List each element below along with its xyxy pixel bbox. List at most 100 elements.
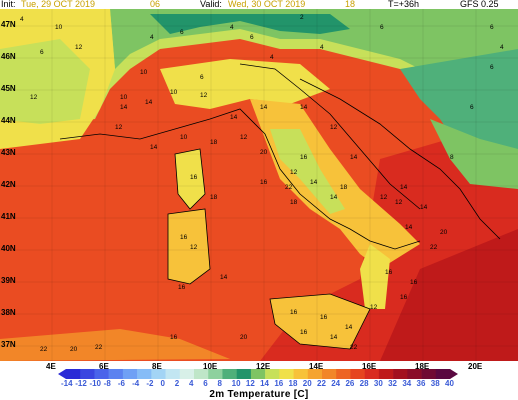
temperature-value: 6	[250, 34, 254, 41]
temperature-value: 14	[350, 154, 358, 161]
balkans-light	[430, 119, 518, 189]
temperature-value: 4	[500, 44, 504, 51]
colorbar-segment	[122, 369, 138, 379]
colorbar-tick-label: 30	[373, 379, 383, 388]
temperature-value: 16	[300, 329, 308, 336]
colorbar-segment	[265, 369, 280, 379]
lon-label: 12E	[256, 362, 271, 371]
lat-label: 39N	[1, 276, 16, 285]
colorbar-segment	[435, 369, 451, 379]
sea-far-south	[380, 229, 518, 361]
lat-label: 45N	[1, 84, 16, 93]
temperature-value: 12	[330, 124, 338, 131]
lat-label: 42N	[1, 180, 16, 189]
temperature-value: 12	[370, 304, 378, 311]
temperature-value: 4	[230, 24, 234, 31]
temperature-value: 16	[300, 154, 308, 161]
temperature-value: 12	[395, 199, 403, 206]
temperature-value: 22	[430, 244, 438, 251]
colorbar-segment	[208, 369, 223, 379]
temperature-value: 6	[40, 49, 44, 56]
colorbar-tick-label: -4	[132, 379, 140, 388]
lon-label: 16E	[362, 362, 377, 371]
temperature-value: 22	[95, 344, 103, 351]
colorbar	[58, 369, 458, 379]
temperature-value: 12	[75, 44, 83, 51]
colorbar-segment	[137, 369, 152, 379]
init-hour: 06	[150, 0, 161, 9]
temperature-value: 4	[150, 34, 154, 41]
temperature-value: 16	[400, 294, 408, 301]
colorbar-tick-label: -14	[61, 379, 73, 388]
colorbar-tick-label: 8	[217, 379, 222, 388]
colorbar-segment	[179, 369, 195, 379]
colorbar-segment	[421, 369, 437, 379]
africa-coast	[0, 329, 230, 361]
colorbar-tick-label: 34	[402, 379, 412, 388]
temperature-value: 16	[320, 314, 328, 321]
temperature-value: 2	[300, 14, 304, 21]
temperature-value: 16	[180, 234, 188, 241]
colorbar-segment	[307, 369, 323, 379]
corsica	[175, 149, 205, 209]
lead-time: T=+36h	[388, 0, 420, 9]
colorbar-title: 2m Temperature [C]	[209, 389, 309, 400]
colorbar-segment	[322, 369, 337, 379]
temperature-value: 16	[385, 269, 393, 276]
temperature-value: 14	[420, 204, 428, 211]
colorbar-tick-label: 4	[189, 379, 194, 388]
temperature-value: 16	[290, 309, 298, 316]
lat-label: 43N	[1, 148, 16, 157]
temperature-value: 18	[210, 194, 218, 201]
lon-label: 14E	[309, 362, 324, 371]
temperature-value: 14	[145, 99, 153, 106]
colorbar-segment	[194, 369, 209, 379]
temperature-value: 14	[330, 194, 338, 201]
temperature-value: 12	[190, 244, 198, 251]
colorbar-segment	[236, 369, 252, 379]
colorbar-tick-label: 24	[331, 379, 341, 388]
colorbar-segment	[336, 369, 351, 379]
colorbar-tick-label: 2	[174, 379, 180, 388]
colorbar-segment	[222, 369, 237, 379]
colorbar-segment	[94, 369, 109, 379]
colorbar-segment	[378, 369, 394, 379]
colorbar-tick-label: 6	[203, 379, 208, 388]
colorbar-segment	[279, 369, 294, 379]
temperature-value: 14	[120, 104, 128, 111]
temperature-value: 4	[320, 44, 324, 51]
colorbar-ticks: -14 -12 -10 -8 -6 -4 -2 0 2 4 6 8 10 12 14 16 18 20 22 24 26…	[58, 379, 478, 389]
colorbar-segment	[165, 369, 181, 379]
colorbar-segment	[407, 369, 422, 379]
temperature-value: 22	[285, 184, 293, 191]
lat-label: 37N	[1, 340, 16, 349]
init-date: Tue, 29 OCT 2019	[21, 0, 96, 9]
colorbar-tick-label: 26	[345, 379, 355, 388]
temperature-value: 12	[30, 94, 38, 101]
colorbar-tick-label: 32	[388, 379, 398, 388]
colorbar-tick-label: -6	[117, 379, 125, 388]
valid-label: Valid:	[200, 0, 222, 9]
colorbar-tick-label: -10	[89, 379, 101, 388]
italy-north	[160, 59, 330, 109]
colorbar-tick-label: -8	[103, 379, 111, 388]
france-green	[0, 39, 90, 124]
lat-label: 40N	[1, 244, 16, 253]
temperature-value: 6	[180, 29, 184, 36]
temperature-value: 4	[20, 16, 24, 23]
temperature-value: 16	[410, 279, 418, 286]
temperature-value: 20	[70, 346, 78, 353]
colorbar-tick-label: 28	[359, 379, 369, 388]
temperature-value: 14	[150, 144, 158, 151]
colorbar-tick-label: 20	[302, 379, 312, 388]
temperature-value: 12	[290, 169, 298, 176]
model-name: GFS 0.25	[460, 0, 499, 9]
valid-hour: 18	[345, 0, 356, 9]
init-label: Init:	[1, 0, 16, 9]
temperature-value: 12	[200, 92, 208, 99]
temperature-value: 6	[200, 74, 204, 81]
temperature-value: 10	[180, 134, 188, 141]
temperature-value: 8	[450, 154, 454, 161]
colorbar-segment	[364, 369, 380, 379]
